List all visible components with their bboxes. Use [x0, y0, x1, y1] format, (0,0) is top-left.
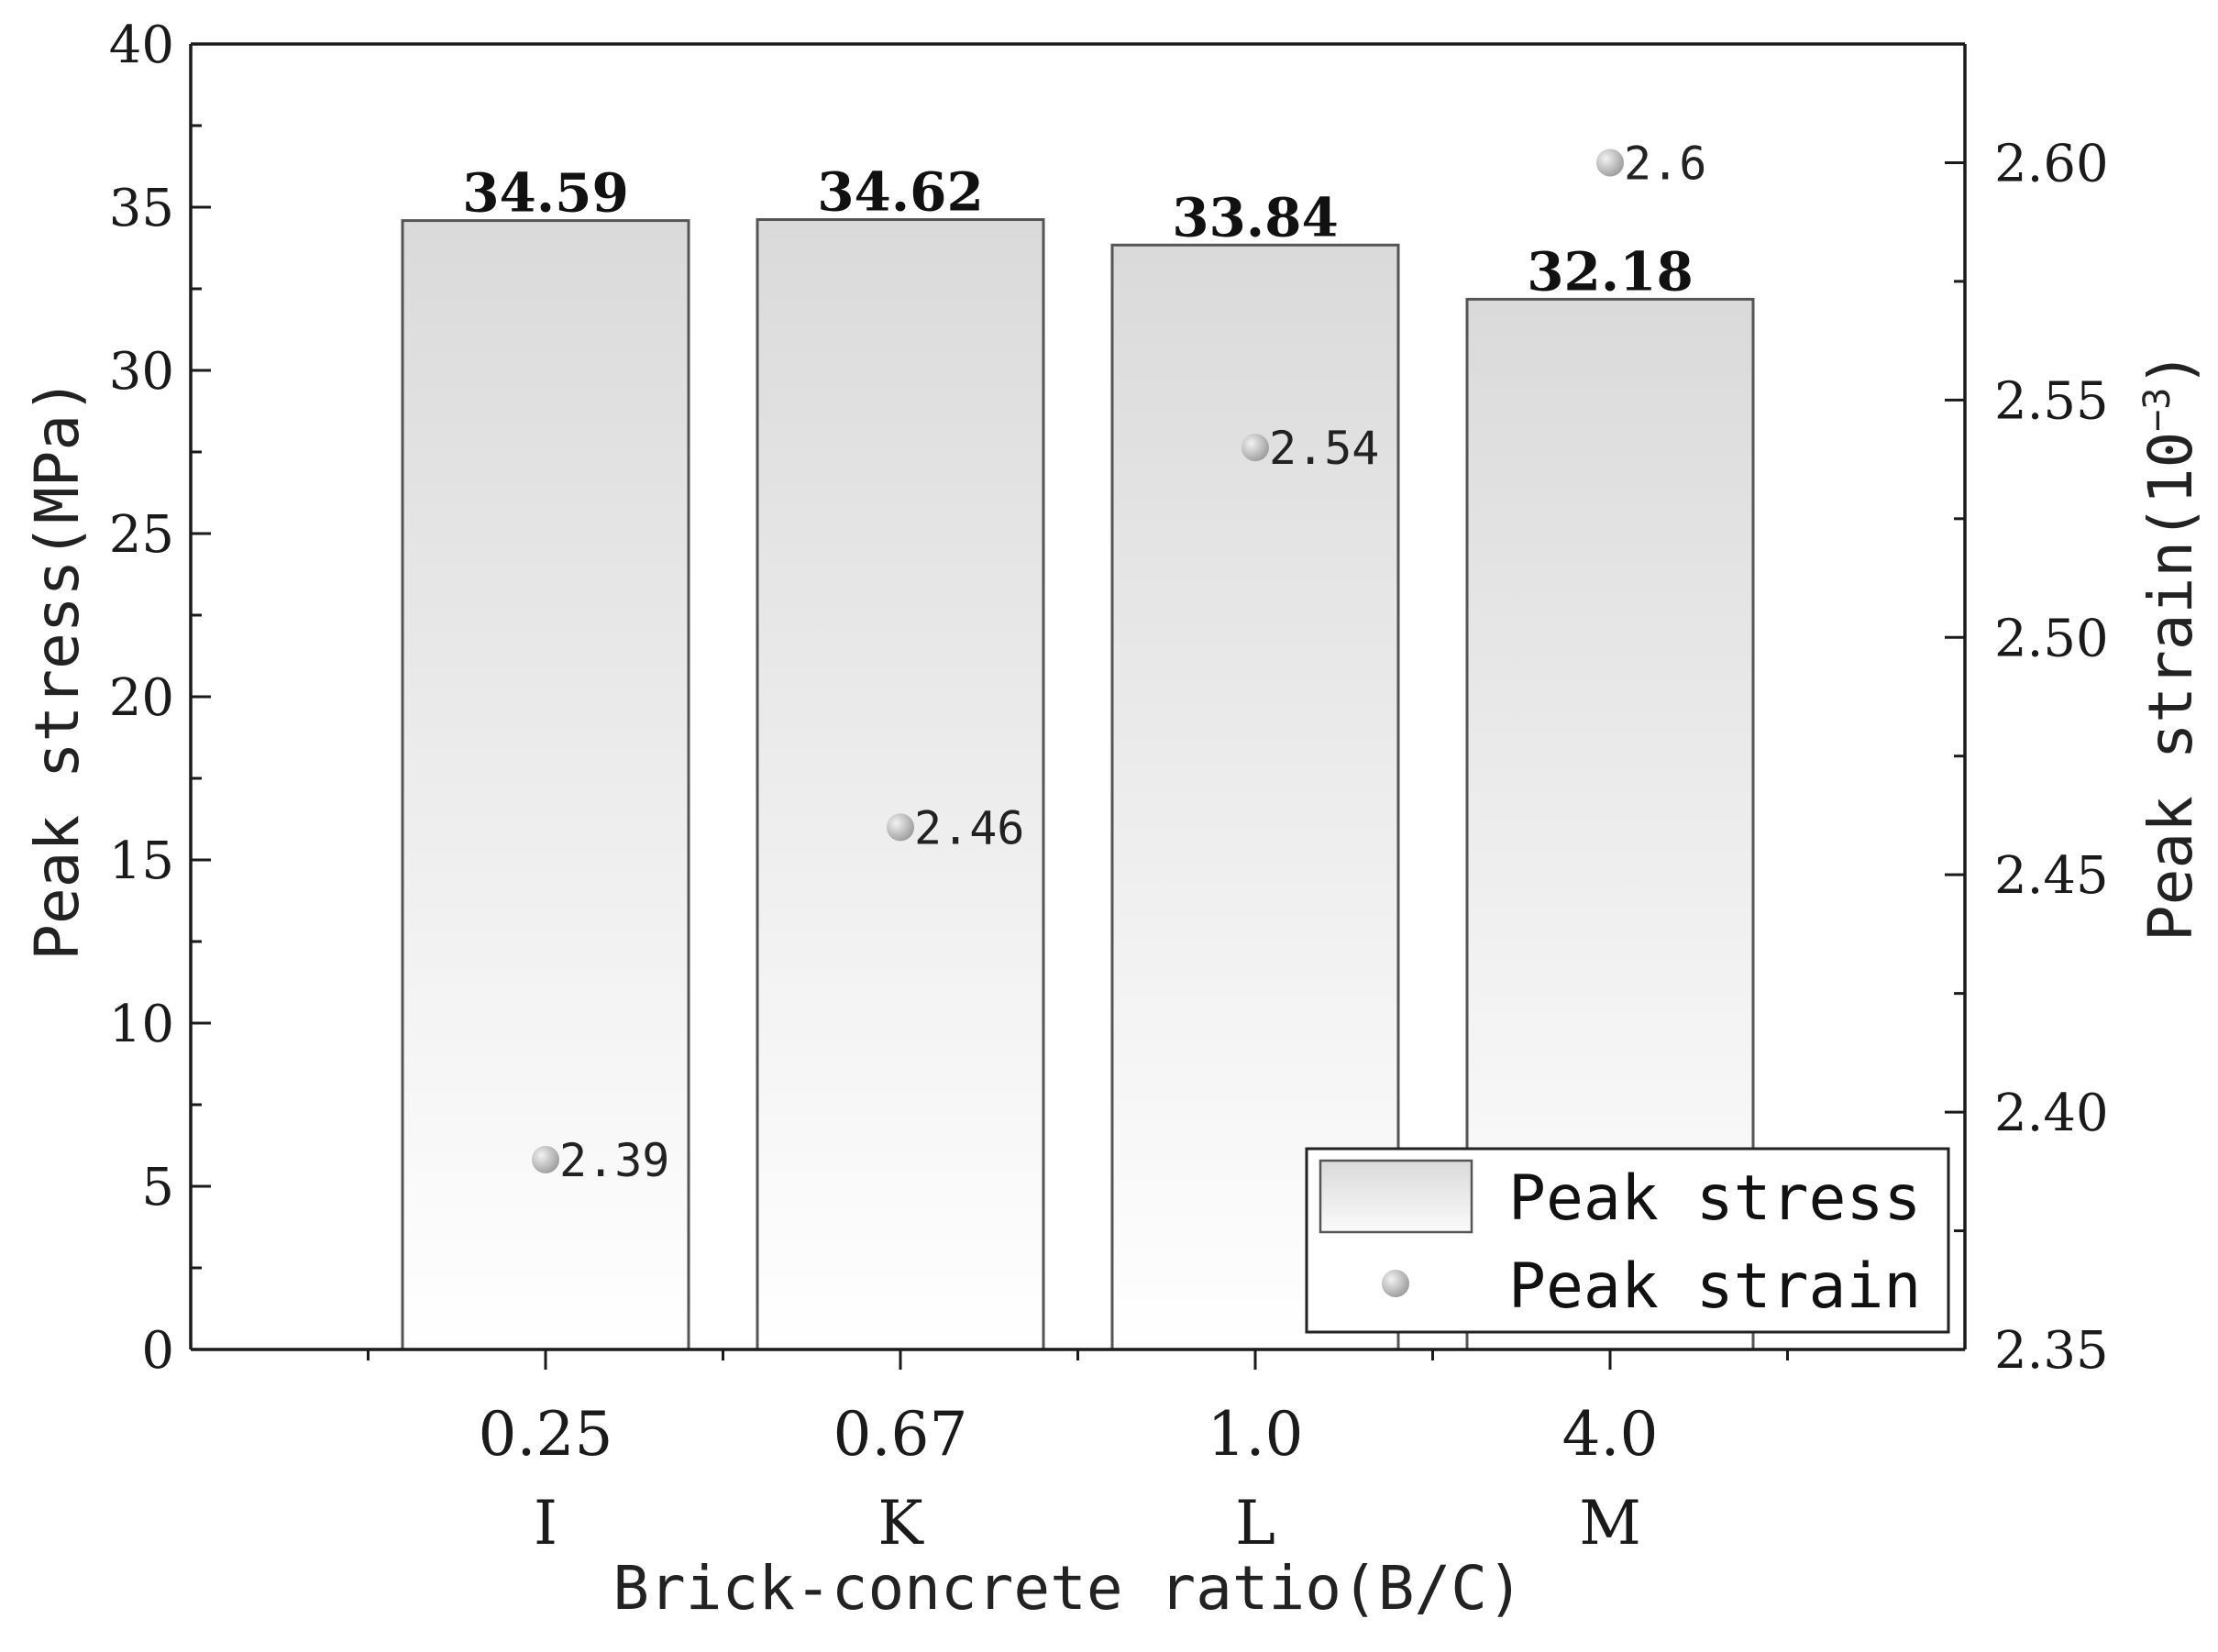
legend-label-peak-stress: Peak stress	[1508, 1162, 1921, 1235]
left-tick-label: 10	[109, 995, 174, 1054]
x-category-code-M: M	[1579, 1488, 1641, 1558]
right-tick-label: 2.55	[1994, 371, 2109, 431]
points-layer: 2.39 2.46 2.54 2.6	[532, 137, 1706, 1187]
strain-value-label-I: 2.39	[559, 1134, 669, 1187]
left-tick-label: 25	[109, 505, 174, 565]
strain-value-label-K: 2.46	[914, 801, 1024, 854]
legend: Peak stress Peak strain	[1305, 1147, 1950, 1334]
x-category-code-L: L	[1235, 1488, 1275, 1558]
bar-K	[756, 218, 1045, 1351]
strain-point-I	[532, 1145, 559, 1173]
x-tick-label-K: 0.67	[833, 1399, 968, 1470]
right-tick-label: 2.45	[1994, 846, 2109, 906]
left-tick-label: 0	[141, 1321, 174, 1381]
y-axis-title: Peak stress(MPa)	[22, 378, 93, 961]
left-tick-label: 20	[109, 668, 174, 728]
right-tick-label: 2.50	[1994, 609, 2109, 668]
x-axis-title: Brick-concrete ratio(B/C)	[612, 1553, 1523, 1624]
right-tick-label: 2.60	[1994, 134, 2109, 193]
right-tick-label: 2.35	[1994, 1321, 2109, 1381]
bar-value-label-I: 34.59	[462, 162, 629, 225]
right-tick-label: 2.40	[1994, 1084, 2109, 1143]
y2-axis-title-main: Peak strain(10	[2135, 432, 2206, 942]
strain-point-L	[1241, 434, 1269, 462]
strain-value-label-M: 2.6	[1624, 137, 1706, 190]
tick-labels-layer: 05101520253035402.352.402.452.502.552.60…	[109, 16, 2109, 1558]
left-tick-label: 15	[109, 832, 174, 891]
left-tick-label: 40	[109, 16, 174, 75]
x-tick-label-M: 4.0	[1562, 1399, 1659, 1470]
bar-value-label-L: 33.84	[1172, 186, 1339, 248]
y2-axis-title-close: )	[2135, 351, 2206, 388]
y2-axis-title: Peak strain(10−3)	[2135, 351, 2206, 942]
x-tick-label-L: 1.0	[1208, 1399, 1304, 1470]
left-tick-label: 35	[109, 179, 174, 238]
x-category-code-K: K	[877, 1488, 924, 1558]
strain-point-K	[887, 813, 914, 842]
bar-value-label-K: 34.62	[817, 161, 984, 224]
y2-axis-title-exponent: −3	[2136, 388, 2179, 432]
strain-point-M	[1596, 149, 1624, 177]
bar-value-label-M: 32.18	[1527, 240, 1694, 303]
left-tick-label: 5	[141, 1158, 174, 1217]
strain-value-label-L: 2.54	[1269, 422, 1379, 475]
x-category-code-I: I	[534, 1488, 557, 1558]
axes-layer	[189, 42, 1967, 1370]
x-tick-label-I: 0.25	[479, 1399, 613, 1470]
legend-label-peak-strain: Peak strain	[1508, 1250, 1921, 1323]
legend-marker-peak-strain	[1382, 1270, 1409, 1297]
legend-swatch-peak-stress	[1319, 1159, 1473, 1234]
left-tick-label: 30	[109, 342, 174, 402]
bar-labels-layer: 34.59 34.62 33.84 32.18	[462, 161, 1694, 303]
